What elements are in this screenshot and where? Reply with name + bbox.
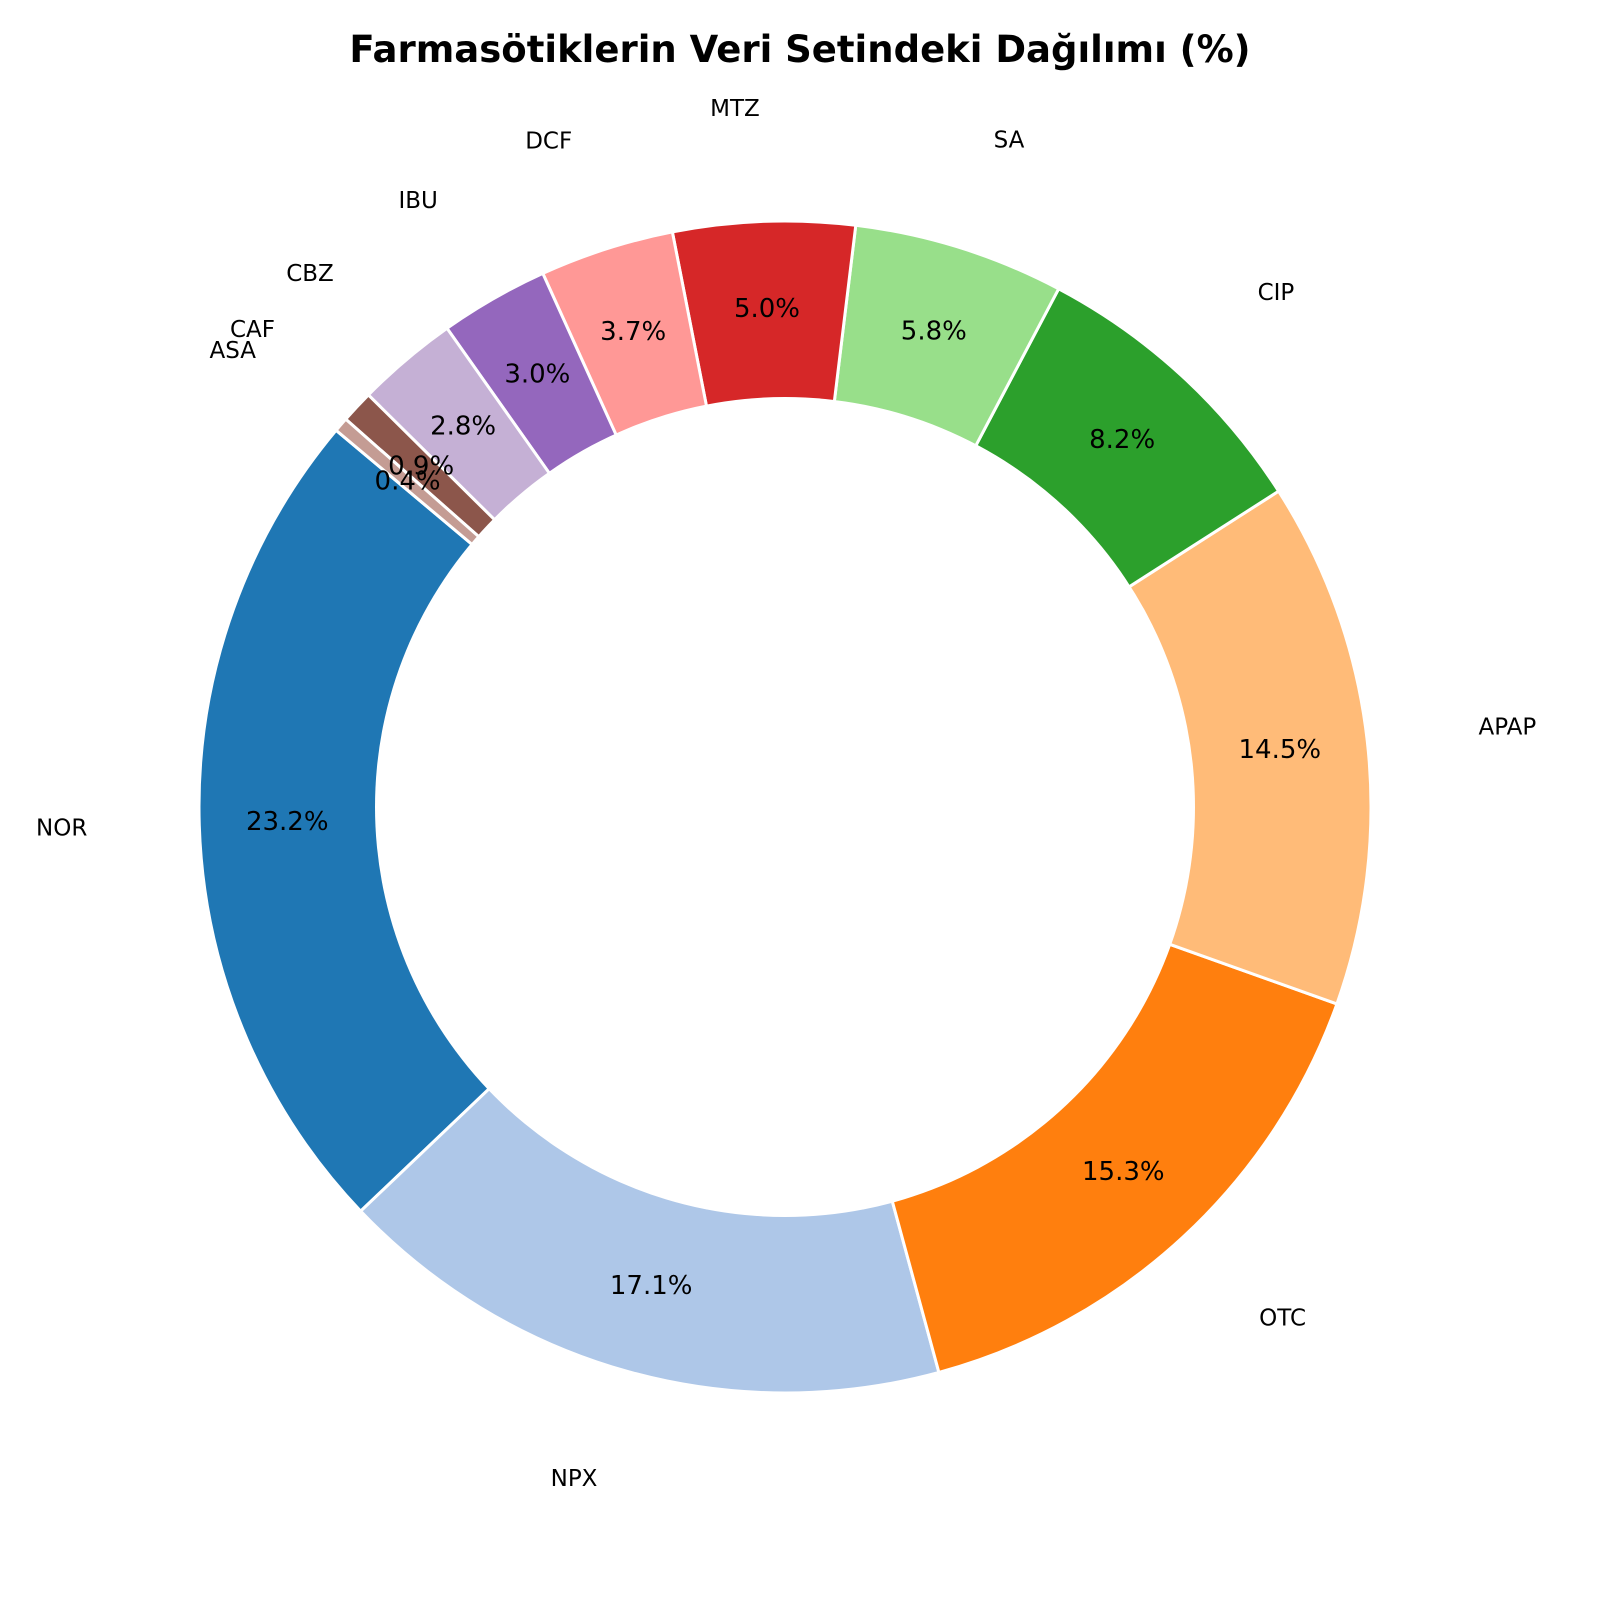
category-label-mtz: MTZ [710,96,760,122]
labels-group: NOR 23.2% NPX 17.1% OTC 15.3% APAP 14.5% CIP 8.2%… [36,96,1536,1492]
category-label-dcf: DCF [525,129,572,155]
percent-label-otc: 15.3% [1082,1157,1165,1187]
percent-label-npx: 17.1% [610,1271,693,1301]
percent-label-cbz: 2.8% [430,412,496,442]
category-label-caf: CAF [230,317,275,343]
percent-label-cip: 8.2% [1089,425,1155,455]
percent-label-sa: 5.8% [901,316,967,346]
percent-label-caf: 0.9% [388,451,454,481]
percent-label-ibu: 3.0% [504,359,570,389]
category-label-cip: CIP [1258,280,1295,306]
category-label-npx: NPX [551,1466,598,1492]
donut-hole [375,397,1195,1217]
percent-label-mtz: 5.0% [734,294,800,324]
category-label-asa: ASA [209,338,256,364]
category-label-cbz: CBZ [286,261,334,287]
category-label-sa: SA [994,127,1025,153]
category-label-ibu: IBU [398,188,437,214]
percent-label-asa: 0.4% [375,467,441,497]
percent-label-nor: 23.2% [246,807,329,837]
category-label-apap: APAP [1479,715,1537,741]
category-label-nor: NOR [36,815,87,841]
category-label-otc: OTC [1259,1306,1306,1332]
percent-label-dcf: 3.7% [600,317,666,347]
percent-label-apap: 14.5% [1239,735,1322,765]
chart-title: Farmasötiklerin Veri Setindeki Dağılımı … [349,28,1250,71]
